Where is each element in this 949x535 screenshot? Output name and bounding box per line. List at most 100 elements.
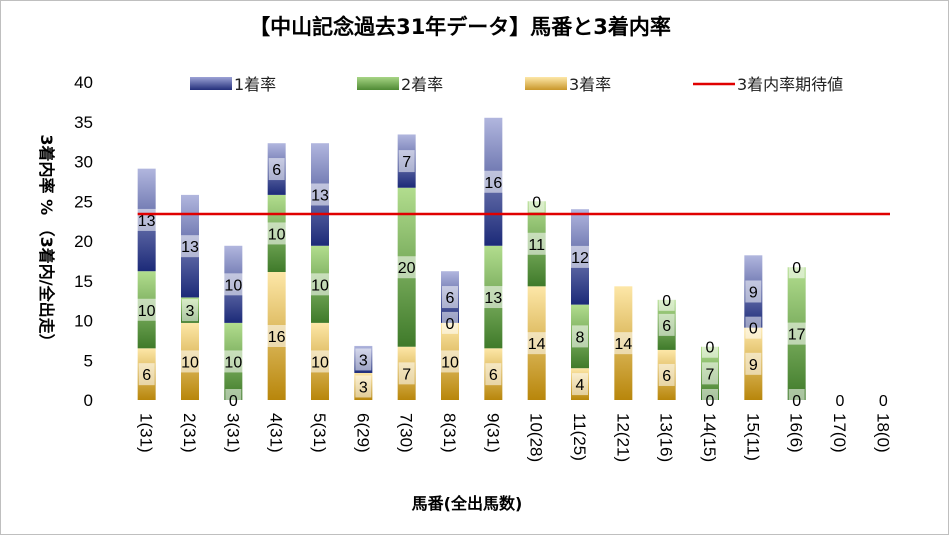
data-label: 0 — [879, 393, 888, 410]
data-label: 6 — [272, 162, 281, 179]
data-label: 10 — [441, 354, 459, 371]
y-axis-title: 3着内率 % （3着内/全出走） — [37, 134, 56, 349]
data-label-bg — [524, 232, 549, 255]
data-label-bg — [308, 273, 332, 296]
data-label-bg — [788, 389, 805, 411]
data-label-bg — [355, 375, 372, 398]
data-label-bg — [134, 298, 159, 321]
y-tick-label: 5 — [84, 351, 93, 370]
data-label-bg — [438, 350, 462, 373]
data-label-bg — [611, 332, 636, 355]
data-label: 13 — [181, 239, 199, 256]
data-label: 17 — [788, 327, 806, 344]
data-label: 4 — [576, 377, 585, 394]
legend-label-2: 2着率 — [401, 75, 443, 94]
x-tick-label: 8(31) — [440, 413, 459, 453]
data-label-bg — [568, 245, 592, 268]
y-tick-label: 10 — [74, 312, 93, 331]
x-tick-label: 17(0) — [830, 413, 849, 453]
data-label-bg — [221, 350, 246, 373]
data-label-bg — [138, 363, 155, 386]
data-label-bg — [702, 389, 718, 411]
chart-title: 【中山記念過去31年データ】馬番と3着内率 — [249, 15, 671, 39]
data-label: 13 — [484, 290, 502, 307]
data-label-bg — [442, 311, 458, 334]
data-label: 20 — [398, 260, 416, 277]
data-label: 14 — [528, 336, 546, 353]
data-label: 0 — [662, 293, 671, 310]
data-label-bg — [784, 322, 809, 345]
data-label-bg — [264, 325, 289, 348]
y-tick-label: 20 — [74, 232, 93, 251]
data-label: 9 — [749, 284, 758, 301]
data-label: 0 — [792, 393, 801, 410]
data-label-bg — [745, 280, 762, 303]
data-label: 7 — [402, 366, 411, 383]
data-label: 10 — [224, 354, 242, 371]
y-tick-label: 30 — [74, 153, 93, 172]
data-label-bg — [481, 286, 506, 309]
data-label-bg — [178, 235, 202, 258]
data-label-bg — [658, 363, 675, 386]
data-label-bg — [702, 362, 718, 385]
data-label-bg — [221, 273, 246, 296]
x-tick-label: 13(16) — [657, 413, 676, 462]
legend-swatch-1 — [190, 77, 232, 90]
x-tick-label: 14(15) — [700, 413, 719, 462]
x-tick-label: 10(28) — [527, 413, 546, 462]
x-tick-label: 11(25) — [570, 413, 589, 461]
x-tick-label: 12(21) — [613, 413, 632, 462]
data-label: 10 — [138, 303, 156, 320]
data-label: 10 — [268, 226, 286, 243]
legend-label-3: 3着率 — [569, 75, 611, 94]
legend-swatch-2 — [357, 77, 399, 90]
legend: 1着率 2着率 3着率 3着内率期待値 — [190, 75, 843, 94]
data-label: 3 — [359, 379, 368, 396]
data-label: 6 — [142, 367, 151, 384]
data-label: 0 — [836, 393, 845, 410]
data-label-bg — [572, 373, 588, 396]
x-tick-label: 15(11) — [743, 413, 762, 461]
data-label: 13 — [311, 187, 329, 204]
data-label-bg — [225, 389, 242, 411]
data-label: 14 — [614, 336, 632, 353]
data-label: 0 — [749, 321, 758, 338]
data-label: 3 — [186, 303, 195, 320]
data-label-bg — [524, 332, 549, 355]
data-label: 12 — [571, 250, 589, 267]
data-label-bg — [875, 389, 892, 411]
x-tick-label: 4(31) — [267, 413, 286, 453]
legend-swatch-3 — [525, 77, 567, 90]
x-tick-label: 2(31) — [180, 413, 199, 453]
data-label: 7 — [706, 366, 715, 383]
data-label-bg — [658, 288, 675, 311]
data-label: 6 — [662, 318, 671, 335]
x-tick-label: 16(6) — [787, 413, 806, 453]
data-label: 11 — [528, 237, 545, 254]
data-label-bg — [182, 299, 198, 322]
data-label: 0 — [706, 340, 715, 357]
x-tick-label: 7(30) — [397, 413, 416, 453]
x-tick-label: 9(31) — [483, 413, 502, 453]
data-label: 6 — [489, 367, 498, 384]
data-label-bg — [745, 316, 762, 339]
data-label: 8 — [576, 329, 585, 346]
data-label: 10 — [311, 354, 329, 371]
data-label: 3 — [359, 352, 368, 369]
y-tick-label: 0 — [84, 391, 93, 410]
data-label: 16 — [268, 329, 286, 346]
data-label-bg — [702, 335, 718, 358]
data-label: 0 — [229, 393, 238, 410]
data-label: 0 — [446, 316, 455, 333]
y-tick-label: 25 — [74, 192, 93, 211]
data-label: 10 — [224, 277, 242, 294]
data-label: 7 — [402, 154, 411, 171]
x-tick-label: 3(31) — [223, 413, 242, 453]
legend-label-1: 1着率 — [234, 75, 276, 94]
data-label: 9 — [749, 357, 758, 374]
x-tick-label: 1(31) — [137, 413, 156, 453]
data-labels: 6 10 13 10 3 13 0 10 10 16 10 6 10 10 13 3 3 7 20 7 10 0 6 6 13 1… — [134, 150, 892, 411]
data-label-bg — [832, 389, 848, 411]
